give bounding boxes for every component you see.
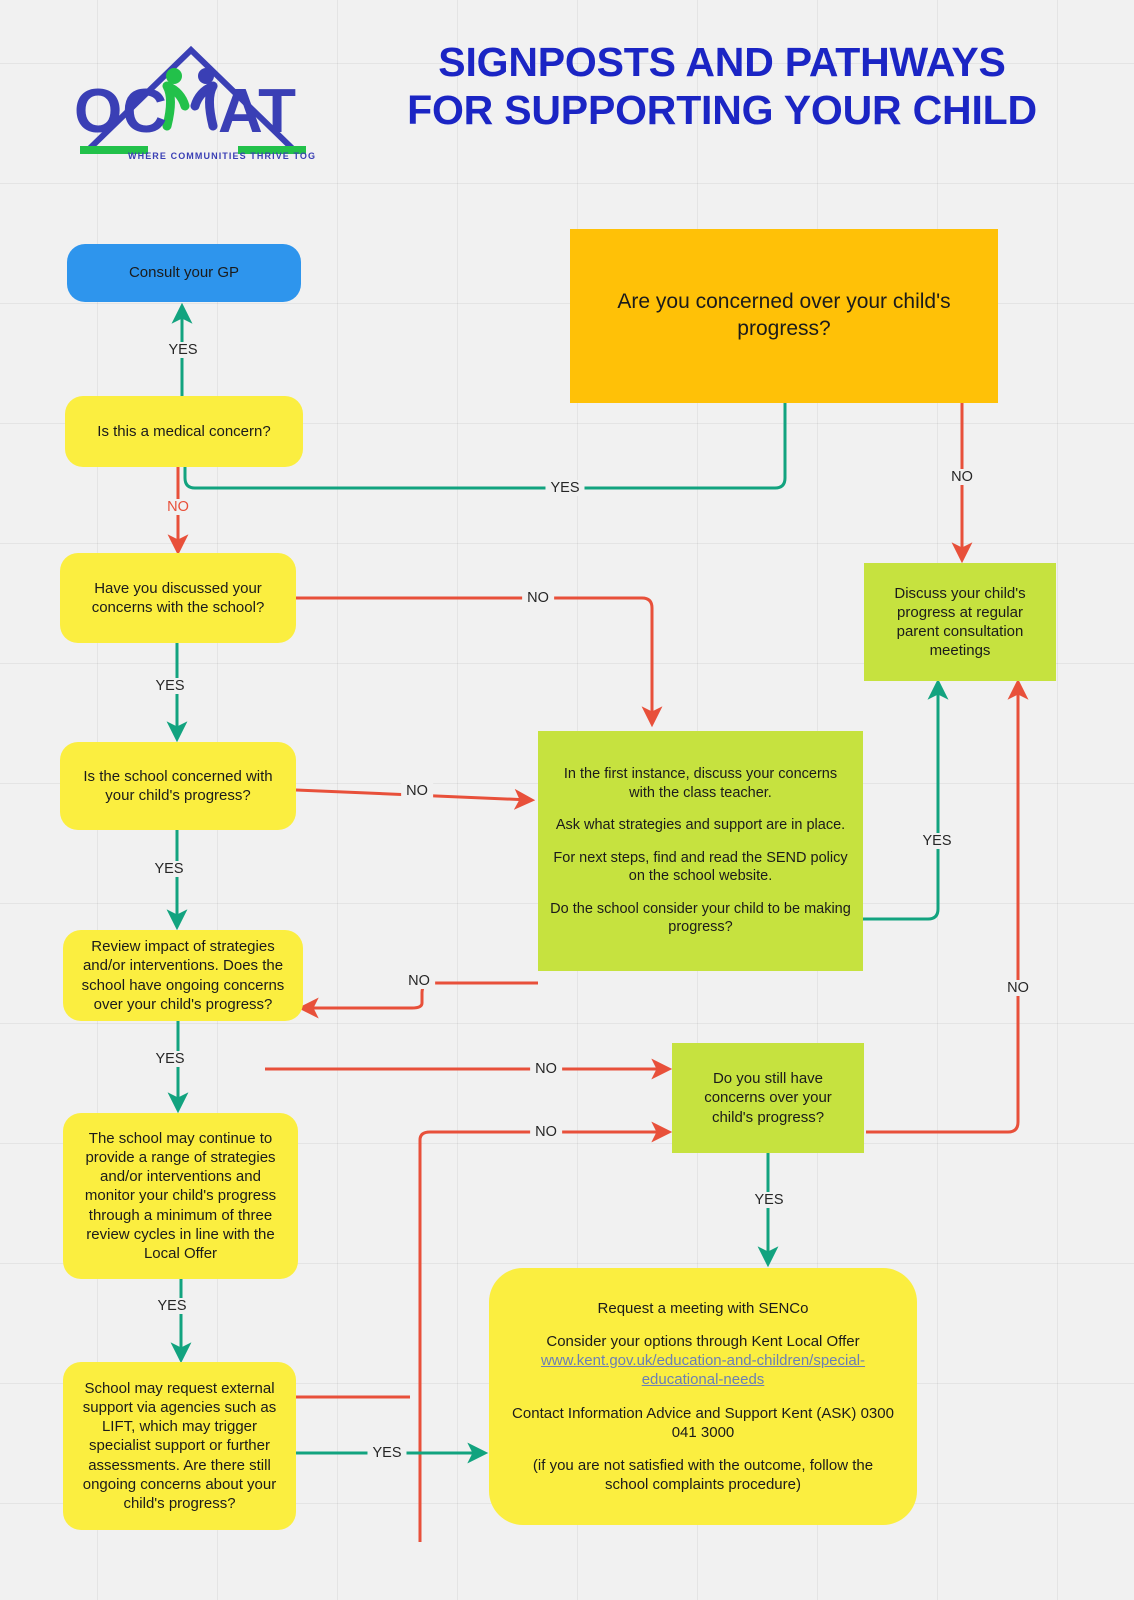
edge-label-medical-yes: YES: [163, 342, 203, 358]
node-consult-gp[interactable]: Consult your GP: [67, 244, 301, 302]
svg-text:AT: AT: [218, 77, 296, 146]
node-senco-p4: (if you are not satisfied with the outco…: [532, 1456, 874, 1494]
edge-label-start-no: NO: [946, 469, 978, 485]
node-first-instance-p3: For next steps, find and read the SEND p…: [553, 849, 848, 885]
page-title-line-2: FOR SUPPORTING YOUR CHILD: [407, 87, 1037, 134]
ocmat-logo: OC AT WHERE COMMUNITIES THRIVE TOGETHER: [66, 24, 351, 169]
edge-label-review-yes: YES: [150, 1051, 190, 1067]
node-senco-p1: Request a meeting with SENCo: [597, 1299, 809, 1317]
node-start-question[interactable]: Are you concerned over your child's prog…: [570, 229, 998, 403]
edge-label-discussed-no: NO: [522, 590, 554, 606]
edge-start-yes: [174, 402, 787, 490]
node-senco-p3: Contact Information Advice and Support K…: [512, 1404, 894, 1441]
node-first-instance-p4: Do the school consider your child to be …: [550, 900, 851, 936]
node-still-concerns[interactable]: Do you still have concerns over your chi…: [672, 1043, 864, 1153]
logo-tagline: WHERE COMMUNITIES THRIVE TOGETHER: [128, 151, 316, 161]
node-start-question-label: Are you concerned over your child's prog…: [617, 290, 951, 340]
edge-label-still-concerns-yes: YES: [749, 1192, 789, 1208]
edge-label-external-yes: YES: [367, 1445, 407, 1461]
node-senco-p2-line1: Consider your options through Kent Local…: [546, 1332, 860, 1350]
node-school-concerned[interactable]: Is the school concerned with your child'…: [60, 742, 296, 830]
edge-label-first-instance-no: NO: [403, 973, 435, 989]
edge-label-first-instance-yes: YES: [917, 833, 957, 849]
edge-label-school-concerned-yes: YES: [149, 861, 189, 877]
node-discussed-school-label: Have you discussed your concerns with th…: [91, 579, 265, 616]
node-first-instance-p2: Ask what strategies and support are in p…: [555, 817, 846, 834]
node-first-instance[interactable]: In the first instance, discuss your conc…: [538, 731, 863, 971]
edge-label-still-concerns-no: NO: [1002, 980, 1034, 996]
node-still-concerns-label: Do you still have concerns over your chi…: [704, 1070, 832, 1126]
node-external-support-label: School may request external support via …: [82, 1379, 277, 1512]
node-external-support[interactable]: School may request external support via …: [63, 1362, 296, 1530]
edge-label-start-yes: YES: [545, 480, 585, 496]
node-consult-gp-label: Consult your GP: [128, 264, 240, 282]
node-discussed-school[interactable]: Have you discussed your concerns with th…: [60, 553, 296, 643]
node-medical-concern[interactable]: Is this a medical concern?: [65, 396, 303, 467]
edge-label-medical-no: NO: [162, 499, 194, 515]
node-medical-concern-label: Is this a medical concern?: [97, 422, 271, 440]
page-title-line-1: SIGNPOSTS AND PATHWAYS: [438, 39, 1006, 85]
node-first-instance-p1: In the first instance, discuss your conc…: [563, 766, 838, 801]
page-title: SIGNPOSTS AND PATHWAYS FOR SUPPORTING YO…: [352, 38, 1092, 135]
node-parent-consultation[interactable]: Discuss your child's progress at regular…: [864, 563, 1056, 681]
node-senco[interactable]: Request a meeting with SENCo Consider yo…: [489, 1268, 917, 1525]
node-continue-strategies[interactable]: The school may continue to provide a ran…: [63, 1113, 298, 1279]
node-continue-strategies-label: The school may continue to provide a ran…: [84, 1129, 277, 1262]
edge-label-review-no: NO: [530, 1061, 562, 1077]
svg-text:OC: OC: [74, 77, 167, 146]
node-review-impact[interactable]: Review impact of strategies and/or inter…: [63, 930, 303, 1021]
edge-label-school-concerned-no: NO: [401, 783, 433, 799]
node-school-concerned-label: Is the school concerned with your child'…: [83, 767, 273, 804]
edge-label-continue-yes: YES: [152, 1298, 192, 1314]
edge-still-concerns-no: [866, 678, 1029, 1134]
edge-label-discussed-yes: YES: [150, 678, 190, 694]
edge-label-continue-no: NO: [530, 1124, 562, 1140]
edge-continue-no: [418, 1121, 673, 1542]
edge-discussed-no: [296, 596, 663, 728]
edge-first-instance-yes: [863, 678, 949, 921]
node-parent-consultation-label: Discuss your child's progress at regular…: [894, 584, 1026, 660]
node-review-impact-label: Review impact of strategies and/or inter…: [81, 938, 285, 1013]
kent-local-offer-link[interactable]: www.kent.gov.uk/education-and-children/s…: [540, 1352, 866, 1389]
